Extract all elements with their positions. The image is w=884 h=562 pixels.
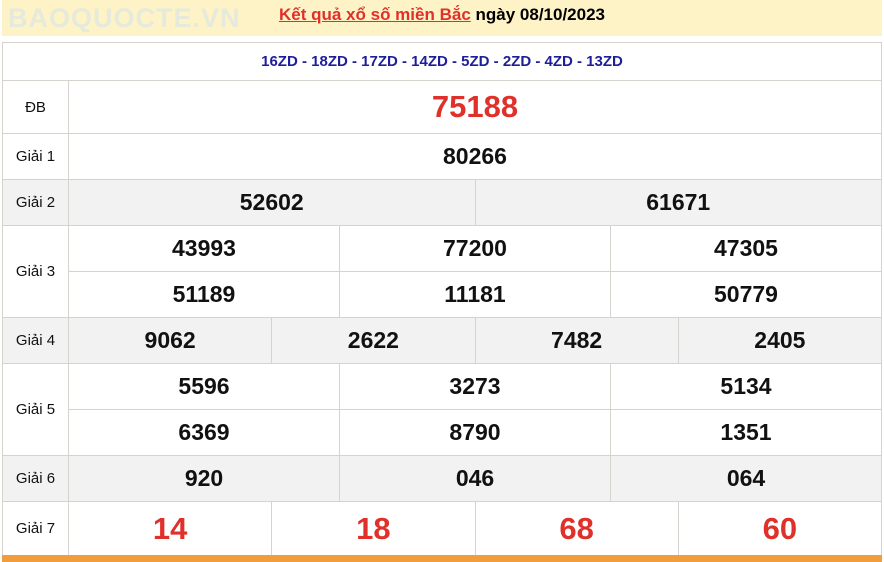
prize-label: Giải 5 (2, 363, 69, 456)
prize-label: Giải 4 (2, 317, 69, 364)
prize-number: 80266 (68, 133, 882, 180)
page-title: Kết quả xổ số miền Bắc ngày 08/10/2023 (2, 0, 882, 36)
date-text: ngày 08/10/2023 (475, 5, 605, 24)
prize-label: Giải 2 (2, 179, 69, 226)
prize-number: 5596 (68, 363, 340, 410)
results-table: 16ZD - 18ZD - 17ZD - 14ZD - 5ZD - 2ZD - … (2, 42, 883, 556)
prize-number: 9062 (67, 317, 273, 364)
prize-number: 77200 (339, 225, 611, 272)
prize-number: 8790 (339, 409, 611, 456)
prize-label: Giải 7 (2, 501, 69, 556)
lottery-codes: 16ZD - 18ZD - 17ZD - 14ZD - 5ZD - 2ZD - … (2, 42, 882, 81)
prize-label: Giải 3 (2, 225, 69, 318)
prize-number: 7482 (474, 317, 679, 364)
prize-number: 50779 (610, 271, 882, 318)
prize-number: 3273 (339, 363, 611, 410)
prize-number: 47305 (610, 225, 882, 272)
results-link[interactable]: Kết quả xổ số miền Bắc (279, 5, 471, 24)
prize-number: 51189 (68, 271, 340, 318)
prize-label: Giải 1 (2, 133, 69, 180)
prize-number: 18 (271, 501, 476, 556)
prize-number: 43993 (68, 225, 340, 272)
prize-number: 11181 (339, 271, 611, 318)
prize-number: 064 (610, 455, 882, 502)
prize-number: 2622 (271, 317, 476, 364)
prize-label: Giải 6 (2, 455, 69, 502)
bottom-bar (2, 555, 882, 562)
prize-number: 5134 (610, 363, 882, 410)
prize-number: 920 (68, 455, 340, 502)
special-prize: 75188 (68, 80, 882, 134)
prize-number: 52602 (68, 179, 476, 226)
prize-number: 61671 (474, 179, 882, 226)
prize-number: 68 (474, 501, 679, 556)
prize-number: 14 (67, 501, 273, 556)
prize-number: 1351 (610, 409, 882, 456)
prize-label: ĐB (2, 80, 69, 134)
prize-number: 046 (339, 455, 611, 502)
prize-number: 2405 (677, 317, 883, 364)
prize-number: 6369 (68, 409, 340, 456)
watermark: BAOQUOCTE.VN (8, 3, 241, 33)
prize-number: 60 (677, 501, 883, 556)
